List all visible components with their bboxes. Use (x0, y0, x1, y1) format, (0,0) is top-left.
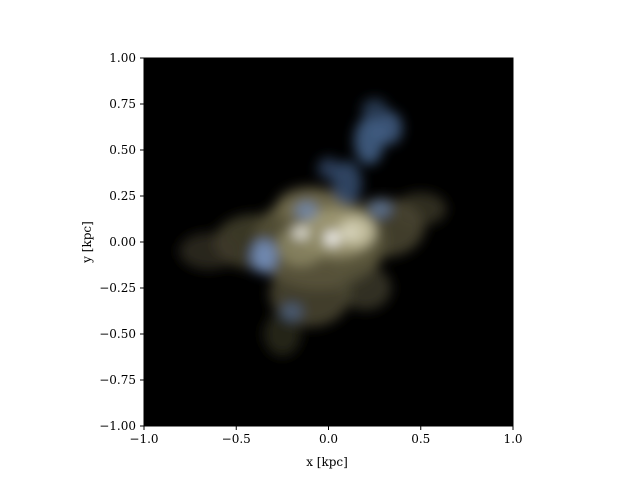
y-tick-label: 1.00 (109, 51, 136, 65)
y-tick-label: 0.50 (109, 143, 136, 157)
emission-blob-23 (345, 227, 357, 239)
y-axis-ticks: −1.00 −0.75 −0.50 −0.25 0.00 0.25 0.50 0.75 1.00 (99, 51, 144, 433)
y-axis-label: y [kpc] (80, 221, 94, 264)
galaxy-image (179, 98, 447, 357)
emission-blob-19 (369, 199, 392, 219)
x-tick-label: 0.0 (319, 432, 338, 446)
emission-blob-17 (251, 240, 277, 274)
emission-blob-20 (280, 302, 303, 322)
emission-blob-2 (179, 232, 239, 270)
x-axis-label: x [kpc] (306, 455, 348, 469)
emission-blob-6 (263, 311, 301, 357)
emission-blob-4 (394, 192, 447, 226)
emission-blob-22 (324, 231, 340, 245)
emission-blob-18 (295, 201, 318, 220)
x-tick-label: −0.5 (222, 432, 251, 446)
emission-blob-10 (276, 225, 325, 266)
emission-blob-7 (339, 265, 392, 311)
emission-blob-15 (361, 98, 388, 121)
y-tick-label: 0.75 (109, 97, 136, 111)
y-tick-label: −1.00 (99, 419, 136, 433)
x-tick-label: 0.5 (411, 432, 430, 446)
emission-blob-16 (317, 157, 340, 180)
y-tick-label: 0.25 (109, 189, 136, 203)
x-tick-label: 1.0 (503, 432, 522, 446)
x-tick-label: −1.0 (129, 432, 158, 446)
y-tick-label: −0.75 (99, 373, 136, 387)
x-axis-ticks: −1.0 −0.5 0.0 0.5 1.0 (129, 426, 523, 446)
emission-blob-14 (376, 111, 403, 145)
y-tick-label: 0.00 (109, 235, 136, 249)
emission-blob-21 (293, 227, 309, 239)
emission-blob-13 (354, 116, 384, 165)
y-tick-label: −0.25 (99, 281, 136, 295)
emission-blob-12 (332, 161, 362, 206)
y-tick-label: −0.50 (99, 327, 136, 341)
emission-blob-11 (337, 216, 375, 246)
